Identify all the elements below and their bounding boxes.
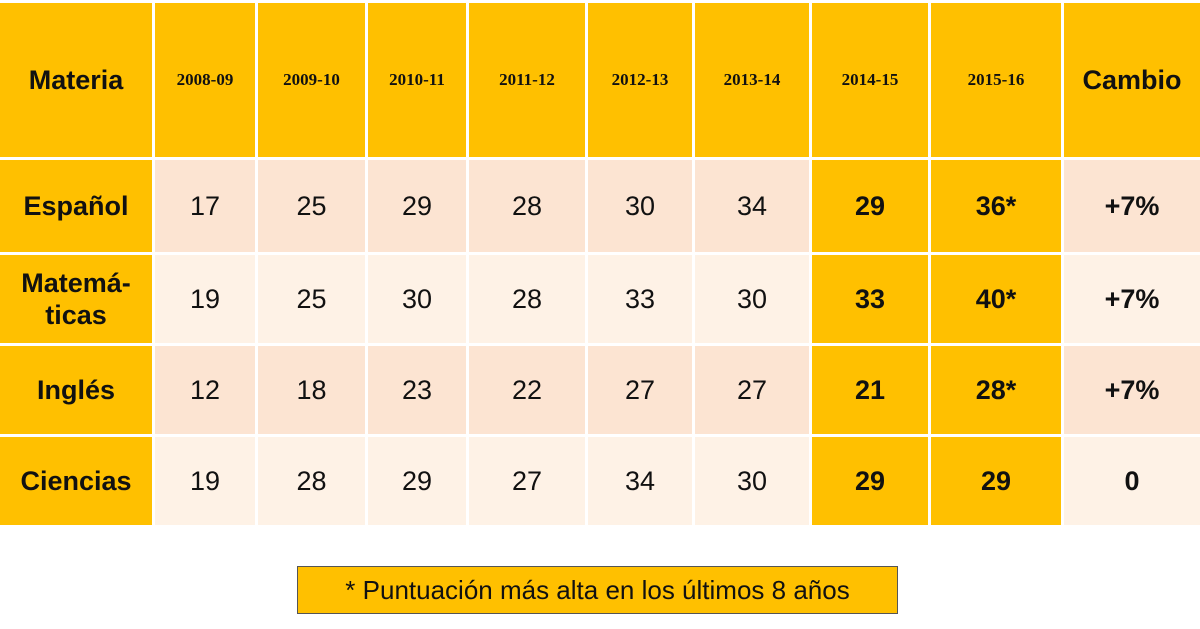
data-cell: 30 xyxy=(695,255,809,343)
data-cell: 28 xyxy=(258,437,365,525)
table: Materia 2008-09 2009-10 2010-11 2011-12 2012-… xyxy=(0,3,1200,525)
data-cell: 40* xyxy=(931,255,1061,343)
data-cell: 19 xyxy=(155,255,255,343)
data-cell: 34 xyxy=(695,160,809,252)
data-cell: 27 xyxy=(469,437,585,525)
header-cell: Cambio xyxy=(1064,3,1200,157)
row-label: Matemá- ticas xyxy=(0,255,152,343)
data-cell: 34 xyxy=(588,437,692,525)
data-cell: 29 xyxy=(368,437,466,525)
header-cell: 2010-11 xyxy=(368,3,466,157)
data-cell: 17 xyxy=(155,160,255,252)
data-cell: 30 xyxy=(588,160,692,252)
data-cell: +7% xyxy=(1064,160,1200,252)
data-cell: 29 xyxy=(368,160,466,252)
header-cell: 2011-12 xyxy=(469,3,585,157)
data-cell: 30 xyxy=(368,255,466,343)
data-cell: 29 xyxy=(812,437,928,525)
header-cell: Materia xyxy=(0,3,152,157)
data-cell: 30 xyxy=(695,437,809,525)
row-label: Ciencias xyxy=(0,437,152,525)
data-cell: 21 xyxy=(812,346,928,434)
data-cell: 23 xyxy=(368,346,466,434)
data-cell: +7% xyxy=(1064,255,1200,343)
row-label: Español xyxy=(0,160,152,252)
data-cell: 27 xyxy=(588,346,692,434)
data-cell: 28 xyxy=(469,160,585,252)
data-cell: 18 xyxy=(258,346,365,434)
header-cell: 2014-15 xyxy=(812,3,928,157)
data-cell: 28* xyxy=(931,346,1061,434)
data-cell: 0 xyxy=(1064,437,1200,525)
data-cell: 33 xyxy=(812,255,928,343)
data-cell: 28 xyxy=(469,255,585,343)
data-cell: 19 xyxy=(155,437,255,525)
data-cell: 12 xyxy=(155,346,255,434)
data-cell: 33 xyxy=(588,255,692,343)
data-cell: 36* xyxy=(931,160,1061,252)
data-cell: 27 xyxy=(695,346,809,434)
header-cell: 2009-10 xyxy=(258,3,365,157)
data-cell: 25 xyxy=(258,160,365,252)
header-cell: 2013-14 xyxy=(695,3,809,157)
header-cell: 2008-09 xyxy=(155,3,255,157)
footnote: * Puntuación más alta en los últimos 8 a… xyxy=(297,566,898,614)
header-cell: 2012-13 xyxy=(588,3,692,157)
data-cell: 29 xyxy=(812,160,928,252)
row-label: Inglés xyxy=(0,346,152,434)
header-cell: 2015-16 xyxy=(931,3,1061,157)
data-cell: +7% xyxy=(1064,346,1200,434)
data-cell: 22 xyxy=(469,346,585,434)
data-cell: 25 xyxy=(258,255,365,343)
data-cell: 29 xyxy=(931,437,1061,525)
